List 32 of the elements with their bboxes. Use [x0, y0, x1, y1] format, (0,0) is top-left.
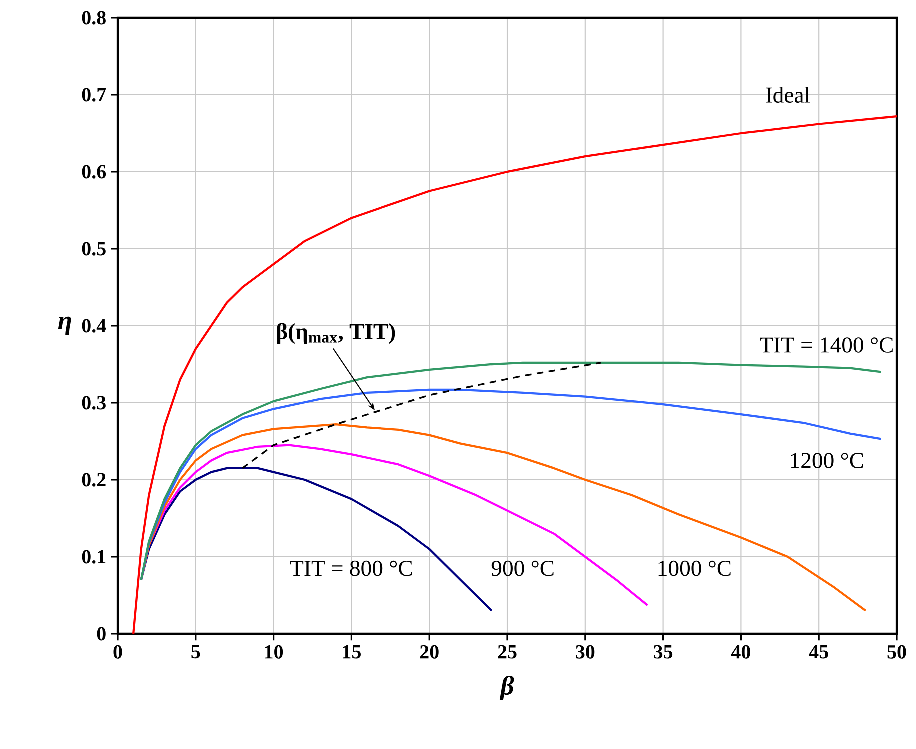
annotation: β(η$_{max}$, TIT): [277, 323, 396, 344]
series-label: 1000 °C: [658, 560, 731, 576]
x-tick-label: 20: [420, 645, 439, 659]
series-label: 900 °C: [492, 560, 554, 576]
y-tick-label: 0: [97, 627, 106, 641]
y-tick-label: 0.8: [82, 11, 106, 25]
x-tick-label: 50: [888, 645, 906, 659]
series-label: TIT = 1400 °C: [760, 338, 893, 353]
y-tick-label: 0.7: [82, 88, 106, 102]
y-tick-label: 0.6: [82, 165, 106, 179]
x-tick-label: 40: [731, 645, 750, 659]
y-axis-title: η: [58, 316, 72, 336]
x-tick-label: 0: [114, 645, 122, 659]
x-axis-title: β: [500, 676, 514, 700]
series-label: TIT = 800 °C: [290, 560, 412, 576]
x-tick-label: 35: [654, 645, 673, 659]
x-tick-label: 5: [192, 645, 200, 659]
x-tick-label: 45: [809, 645, 828, 659]
line-series: [242, 362, 602, 470]
y-tick-label: 0.1: [82, 550, 106, 564]
line-series: [140, 467, 493, 612]
series-label: 1200 °C: [791, 453, 864, 468]
series-label: Ideal: [766, 87, 810, 103]
y-tick-label: 0.4: [82, 319, 106, 333]
x-tick-label: 10: [265, 645, 284, 659]
y-tick-label: 0.2: [82, 473, 106, 487]
y-tick-label: 0.3: [82, 396, 106, 410]
y-tick-label: 0.5: [82, 242, 106, 256]
x-tick-label: 15: [343, 645, 361, 659]
line-series: [140, 423, 867, 612]
x-tick-label: 25: [498, 645, 517, 659]
x-tick-label: 30: [576, 645, 595, 659]
